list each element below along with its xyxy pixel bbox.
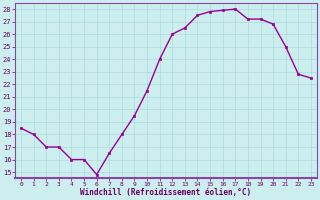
X-axis label: Windchill (Refroidissement éolien,°C): Windchill (Refroidissement éolien,°C) bbox=[80, 188, 252, 197]
